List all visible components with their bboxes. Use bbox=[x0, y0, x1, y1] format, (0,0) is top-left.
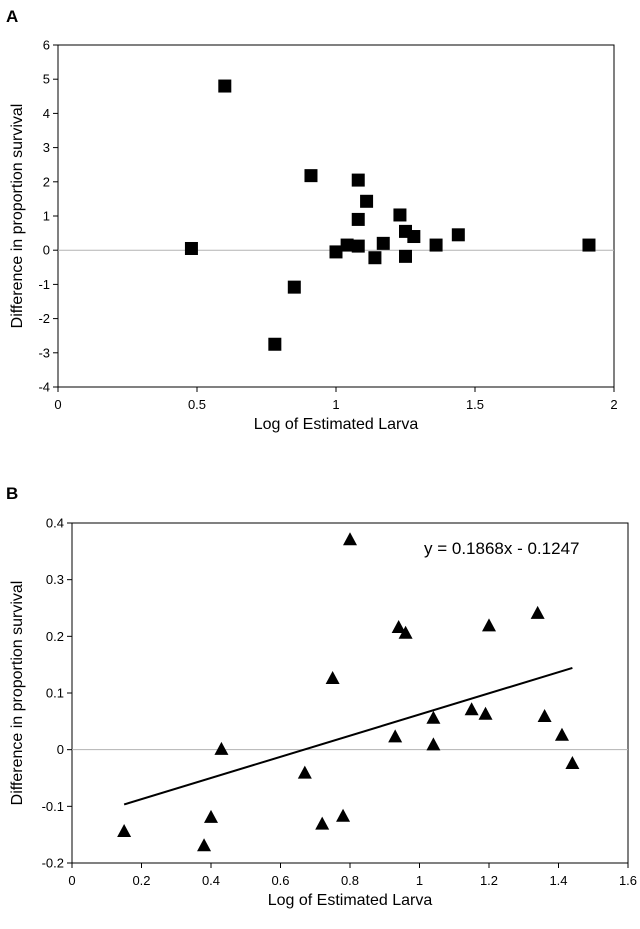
data-point bbox=[325, 671, 340, 685]
data-point bbox=[204, 809, 218, 823]
x-tick-label: 0.5 bbox=[188, 397, 206, 412]
data-point bbox=[268, 337, 282, 351]
panel-a-y-axis-label: Difference in proportion survival bbox=[9, 104, 26, 329]
x-tick-label: 0.4 bbox=[202, 873, 220, 888]
y-tick-label: 5 bbox=[43, 72, 50, 87]
data-point bbox=[304, 169, 318, 183]
x-tick-label: 0 bbox=[68, 873, 75, 888]
data-point bbox=[297, 765, 312, 779]
data-point bbox=[340, 238, 354, 252]
y-tick-label: 0.3 bbox=[46, 572, 64, 587]
x-tick-label: 1 bbox=[416, 873, 423, 888]
y-tick-label: 4 bbox=[43, 106, 50, 121]
panel-a-label: A bbox=[6, 7, 18, 26]
data-point bbox=[315, 816, 330, 830]
y-tick-label: 0.2 bbox=[46, 629, 64, 644]
data-point bbox=[351, 212, 365, 226]
x-tick-label: 1.5 bbox=[466, 397, 484, 412]
y-tick-label: 2 bbox=[43, 174, 50, 189]
data-point bbox=[360, 194, 374, 208]
y-tick-label: 0.4 bbox=[46, 516, 64, 531]
data-point bbox=[482, 618, 496, 632]
data-point bbox=[451, 228, 465, 242]
data-point bbox=[351, 239, 365, 253]
data-point bbox=[399, 249, 412, 263]
x-tick-label: 1.6 bbox=[619, 873, 637, 888]
data-point bbox=[184, 241, 198, 255]
panel-b-trendline bbox=[123, 666, 573, 806]
panel-a-plot-frame bbox=[57, 44, 615, 388]
x-tick-label: 0.6 bbox=[271, 873, 289, 888]
data-point bbox=[393, 208, 407, 222]
y-tick-label: -0.2 bbox=[42, 856, 64, 871]
panel-b-x-ticks: 0 0.2 0.4 0.6 0.8 1 1.2 1.4 1.6 bbox=[68, 863, 637, 888]
data-point bbox=[343, 532, 357, 546]
panel-b-plot-frame bbox=[71, 522, 629, 864]
x-tick-label: 0 bbox=[54, 397, 61, 412]
panel-a-x-axis-label: Log of Estimated Larva bbox=[254, 416, 419, 433]
data-point bbox=[214, 741, 229, 755]
y-tick-label: -4 bbox=[38, 380, 50, 395]
x-tick-label: 0.8 bbox=[341, 873, 359, 888]
y-tick-label: 3 bbox=[43, 140, 50, 155]
y-tick-label: 0 bbox=[43, 243, 50, 258]
data-point bbox=[537, 709, 552, 722]
data-point bbox=[388, 729, 403, 743]
panel-b-x-axis-label: Log of Estimated Larva bbox=[268, 892, 433, 909]
y-tick-label: -0.1 bbox=[42, 799, 64, 814]
data-point bbox=[368, 251, 382, 265]
panel-a-points bbox=[184, 79, 596, 351]
panel-a-x-ticks: 0 0.5 1 1.5 2 bbox=[54, 387, 618, 412]
data-point bbox=[478, 706, 493, 720]
data-point bbox=[429, 238, 443, 252]
data-point bbox=[376, 236, 390, 250]
data-point bbox=[398, 625, 413, 639]
data-point bbox=[464, 702, 479, 716]
data-point bbox=[287, 280, 301, 294]
data-point bbox=[197, 838, 212, 852]
panel-b-y-ticks: -0.2 -0.1 0 0.1 0.2 0.3 0.4 bbox=[42, 516, 72, 871]
data-point bbox=[530, 605, 545, 619]
data-point bbox=[426, 737, 441, 751]
data-point bbox=[391, 620, 406, 634]
data-point bbox=[565, 756, 580, 770]
y-tick-label: 0.1 bbox=[46, 686, 64, 701]
data-point bbox=[582, 238, 596, 252]
data-point bbox=[554, 727, 569, 741]
panel-b-label: B bbox=[6, 484, 18, 503]
x-tick-label: 2 bbox=[610, 397, 617, 412]
panel-b-y-axis-label: Difference in proportion survival bbox=[9, 581, 26, 806]
x-tick-label: 0.2 bbox=[132, 873, 150, 888]
panel-b-points bbox=[117, 532, 580, 852]
data-point bbox=[218, 79, 232, 93]
panel-b-trend-equation: y = 0.1868x - 0.1247 bbox=[424, 539, 579, 558]
y-tick-label: 0 bbox=[57, 742, 64, 757]
data-point bbox=[407, 230, 421, 244]
chart-panel-a: A 0 0.5 1 1.5 2 -4 -3 -2 -1 0 1 2 3 4 5 6 Log of Estim… bbox=[6, 7, 618, 433]
data-point bbox=[351, 173, 365, 187]
y-tick-label: -2 bbox=[38, 311, 50, 326]
x-tick-label: 1 bbox=[332, 397, 339, 412]
panel-a-y-ticks: -4 -3 -2 -1 0 1 2 3 4 5 6 bbox=[38, 38, 58, 395]
y-tick-label: 1 bbox=[43, 209, 50, 224]
x-tick-label: 1.4 bbox=[549, 873, 567, 888]
chart-panel-b: B 0 0.2 0.4 0.6 0.8 1 1.2 1.4 1.6 -0.2 -0.1 0 0.1 0.… bbox=[6, 484, 637, 909]
data-point bbox=[426, 710, 441, 724]
data-point bbox=[336, 808, 351, 822]
data-point bbox=[329, 245, 343, 259]
data-point bbox=[117, 824, 132, 838]
y-tick-label: -1 bbox=[38, 277, 50, 292]
y-tick-label: 6 bbox=[43, 38, 50, 53]
x-tick-label: 1.2 bbox=[480, 873, 498, 888]
y-tick-label: -3 bbox=[38, 345, 50, 360]
